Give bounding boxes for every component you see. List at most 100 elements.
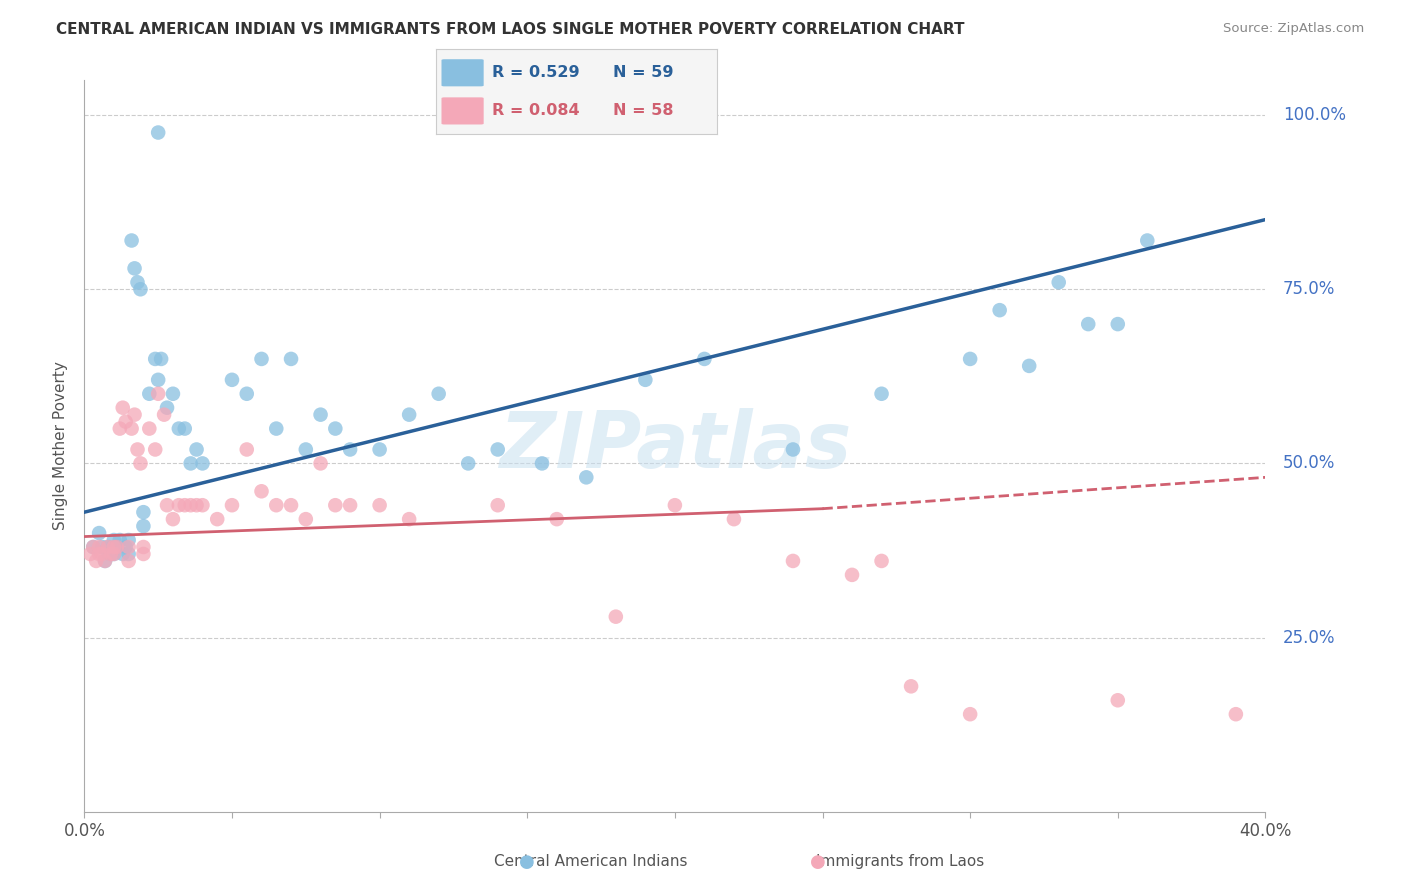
Point: [84, 554, 107, 568]
Point: [103, 540, 125, 554]
Point: [103, 533, 125, 547]
Point: [309, 457, 332, 471]
Point: [121, 421, 143, 435]
Point: [870, 554, 893, 568]
Point: [79, 547, 101, 561]
Point: [988, 303, 1011, 318]
Point: [634, 373, 657, 387]
Point: [105, 540, 128, 554]
Point: [295, 512, 318, 526]
Point: [264, 421, 288, 435]
Point: [295, 442, 318, 457]
Point: [323, 498, 347, 512]
Point: [124, 261, 146, 276]
Text: 75.0%: 75.0%: [1284, 280, 1336, 298]
Point: [132, 505, 155, 519]
Text: Central American Indians: Central American Indians: [494, 855, 688, 869]
Text: 50.0%: 50.0%: [1284, 454, 1336, 473]
Point: [150, 351, 173, 366]
Text: 100.0%: 100.0%: [1284, 106, 1346, 124]
Point: [132, 547, 155, 561]
Point: [103, 547, 125, 561]
Point: [105, 540, 128, 554]
Point: [114, 415, 136, 429]
Point: [427, 386, 450, 401]
Point: [235, 386, 259, 401]
Point: [97, 540, 120, 554]
Point: [782, 442, 804, 457]
Point: [368, 498, 391, 512]
Point: [605, 609, 627, 624]
Text: R = 0.529: R = 0.529: [492, 65, 579, 80]
Point: [129, 282, 152, 296]
Point: [368, 442, 391, 457]
Text: N = 59: N = 59: [613, 65, 673, 80]
Point: [127, 442, 149, 457]
Point: [91, 547, 114, 561]
Point: [87, 547, 111, 561]
Text: ●: ●: [810, 853, 827, 871]
Point: [82, 540, 104, 554]
Text: Source: ZipAtlas.com: Source: ZipAtlas.com: [1223, 22, 1364, 36]
Point: [250, 484, 273, 499]
Point: [143, 351, 166, 366]
Point: [156, 498, 179, 512]
Point: [191, 498, 214, 512]
Point: [1107, 693, 1129, 707]
Point: [264, 498, 288, 512]
Point: [546, 512, 568, 526]
Point: [959, 707, 981, 722]
Point: [100, 547, 122, 561]
Point: [91, 540, 114, 554]
Point: [221, 373, 243, 387]
Point: [280, 498, 302, 512]
Text: N = 58: N = 58: [613, 103, 673, 119]
Point: [959, 351, 981, 366]
Point: [1077, 317, 1099, 331]
Point: [221, 498, 243, 512]
Point: [143, 442, 166, 457]
Point: [1136, 234, 1159, 248]
Point: [94, 554, 117, 568]
Text: ●: ●: [519, 853, 536, 871]
Point: [114, 540, 136, 554]
Point: [138, 386, 160, 401]
Point: [186, 498, 208, 512]
Point: [94, 554, 117, 568]
Point: [1018, 359, 1040, 373]
Point: [180, 457, 202, 471]
Point: [132, 519, 155, 533]
Point: [167, 498, 190, 512]
Point: [118, 554, 141, 568]
Point: [153, 408, 176, 422]
Text: CENTRAL AMERICAN INDIAN VS IMMIGRANTS FROM LAOS SINGLE MOTHER POVERTY CORRELATIO: CENTRAL AMERICAN INDIAN VS IMMIGRANTS FR…: [56, 22, 965, 37]
Point: [124, 408, 146, 422]
Point: [693, 351, 716, 366]
Point: [100, 547, 122, 561]
Point: [575, 470, 598, 484]
Point: [339, 498, 361, 512]
Point: [280, 351, 302, 366]
FancyBboxPatch shape: [441, 59, 484, 87]
Point: [723, 512, 745, 526]
Text: 25.0%: 25.0%: [1284, 629, 1336, 647]
Point: [156, 401, 179, 415]
Point: [162, 386, 184, 401]
Point: [530, 457, 553, 471]
Point: [111, 547, 134, 561]
Point: [167, 421, 190, 435]
Point: [870, 386, 893, 401]
Point: [323, 421, 347, 435]
Point: [162, 512, 184, 526]
Point: [486, 498, 509, 512]
Point: [186, 442, 208, 457]
Point: [132, 540, 155, 554]
Point: [87, 526, 111, 541]
Point: [841, 567, 863, 582]
Point: [398, 408, 420, 422]
Point: [173, 498, 195, 512]
Point: [97, 540, 120, 554]
Point: [148, 373, 170, 387]
Point: [121, 234, 143, 248]
Point: [87, 540, 111, 554]
